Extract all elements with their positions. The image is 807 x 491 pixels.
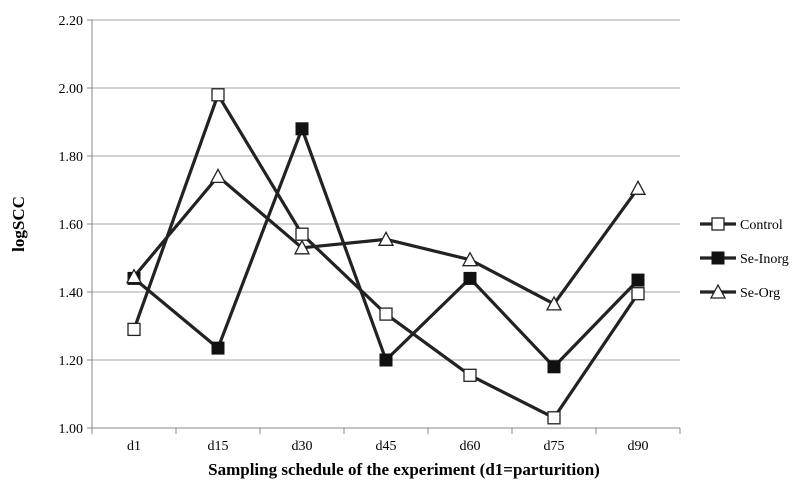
data-point-se-org — [461, 251, 479, 267]
data-point-se-org — [545, 295, 563, 311]
data-point-se-inorg — [211, 341, 225, 355]
legend-label: Control — [740, 218, 783, 233]
y-tick-label: 2.20 — [59, 14, 84, 29]
y-tick-label: 1.20 — [59, 354, 84, 369]
y-tick-label: 1.60 — [59, 218, 84, 233]
data-point-control — [127, 322, 141, 337]
y-tick-label: 2.00 — [59, 82, 84, 97]
series-lines — [125, 88, 647, 425]
data-point-se-inorg — [631, 273, 645, 287]
data-point-se-org — [125, 268, 143, 284]
data-point-control — [295, 227, 309, 241]
legend-item-control: Control — [700, 217, 783, 233]
legend-item-se-org: Se-Org — [700, 283, 780, 301]
y-tick-label: 1.40 — [59, 286, 84, 301]
data-point-control — [631, 287, 645, 301]
legend: Control Se-Inorg Se-Org — [700, 217, 789, 301]
legend-marker — [711, 251, 725, 265]
data-point-se-inorg — [295, 122, 309, 136]
x-tick-label: d75 — [544, 439, 565, 454]
data-point-control — [211, 88, 225, 102]
legend-item-se-inorg: Se-Inorg — [700, 251, 789, 267]
legend-marker — [709, 283, 727, 299]
x-tick-label: d15 — [208, 439, 229, 454]
y-tick-label: 1.80 — [59, 150, 84, 165]
y-tick-labels: 1.00 1.20 1.40 1.60 1.80 2.00 2.20 — [59, 14, 84, 437]
x-tick-labels: d1 d15 d30 d45 d60 d75 d90 — [127, 439, 649, 454]
x-axis-title: Sampling schedule of the experiment (d1=… — [208, 460, 600, 479]
x-tick-label: d60 — [460, 439, 481, 454]
legend-label: Se-Inorg — [740, 252, 789, 267]
legend-label: Se-Org — [740, 286, 780, 301]
x-tick-label: d30 — [292, 439, 313, 454]
x-tick-label: d90 — [628, 439, 649, 454]
data-point-se-inorg — [379, 353, 393, 367]
axes — [87, 19, 681, 434]
y-axis-title: logSCC — [9, 196, 28, 252]
series-line-control — [132, 93, 640, 420]
data-point-se-inorg — [547, 360, 561, 374]
series-line-se-inorg — [132, 127, 640, 369]
data-point-se-org — [293, 239, 311, 255]
data-point-se-org — [629, 179, 647, 195]
data-point-control — [379, 307, 393, 321]
data-point-se-inorg — [463, 271, 477, 285]
gridlines — [92, 19, 680, 361]
y-tick-label: 1.00 — [59, 422, 84, 437]
data-point-control — [547, 411, 561, 425]
x-tick-label: d1 — [127, 439, 141, 454]
legend-marker — [711, 217, 725, 231]
x-tick-label: d45 — [376, 439, 397, 454]
data-point-control — [463, 368, 477, 382]
data-point-se-org — [209, 168, 227, 184]
data-point-se-org — [377, 230, 395, 246]
